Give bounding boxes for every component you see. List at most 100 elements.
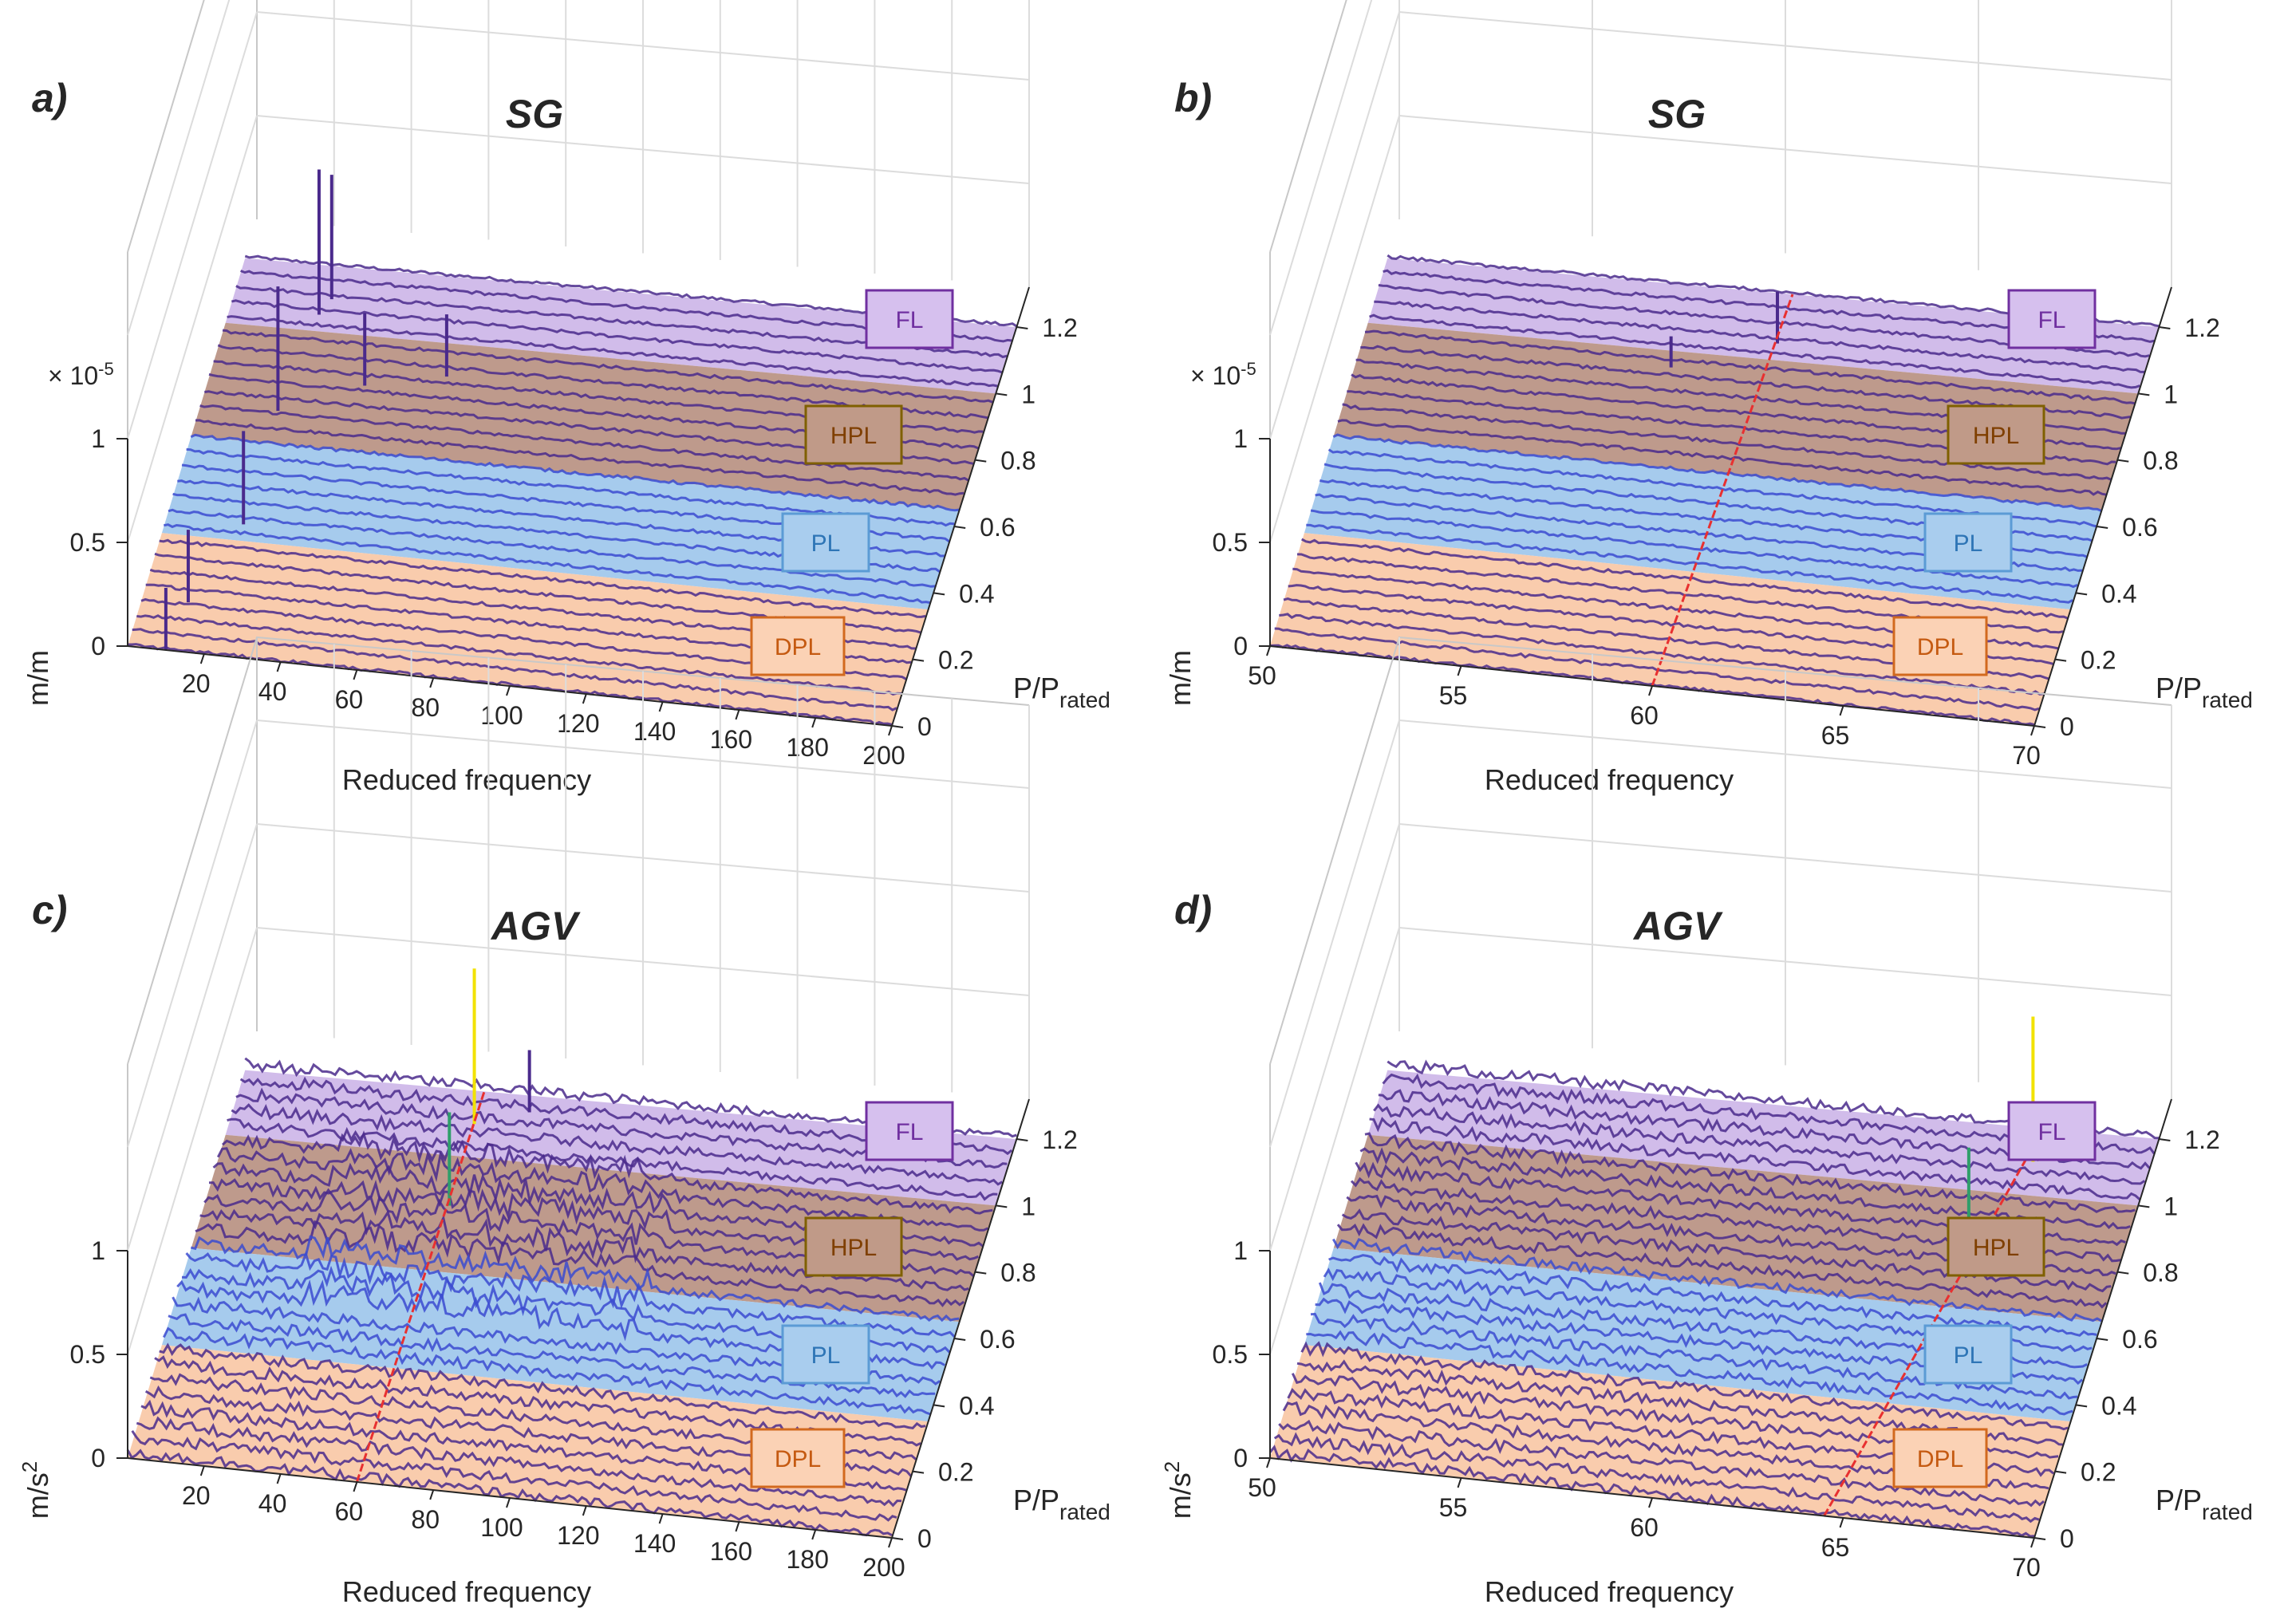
- y-tick-mark: [891, 1537, 904, 1540]
- x-tick-label: 60: [335, 685, 364, 714]
- region-label-pl: PL: [781, 1324, 870, 1385]
- trace-line: [216, 1147, 988, 1232]
- trace-line: [227, 315, 998, 388]
- red-trend-line: [1823, 1128, 2045, 1517]
- z-tick-label: 0.5: [70, 528, 105, 557]
- trace-line: [190, 433, 960, 512]
- y-tick-mark: [2159, 326, 2171, 329]
- x-tick-mark: [199, 1465, 205, 1476]
- y-tick-label: 0: [917, 1524, 932, 1553]
- x-tick-label: 180: [787, 733, 829, 762]
- peak-group: [448, 968, 531, 1206]
- trace-line: [195, 1220, 965, 1307]
- y-tick-label: 0.2: [938, 1458, 973, 1487]
- trace-line: [1300, 1341, 2069, 1431]
- z-tick-label: 1: [91, 424, 105, 453]
- trace-line: [1300, 538, 2069, 620]
- x-tick-mark: [429, 1489, 435, 1500]
- trace-line: [199, 1208, 969, 1291]
- y-axis-label: P/Prated: [1013, 1484, 1110, 1524]
- x-tick-label: 140: [633, 1529, 676, 1558]
- y-tick-mark: [975, 459, 987, 463]
- x-tick-mark: [888, 1537, 893, 1548]
- back-wall-gridline: [256, 927, 1030, 996]
- left-wall-gridline: [127, 115, 258, 543]
- y-tick-label: 0.2: [938, 646, 973, 675]
- panel-title: AGV: [1632, 904, 1723, 948]
- x-tick-mark: [353, 669, 358, 680]
- left-wall-gridline: [1269, 115, 1400, 543]
- x-tick-label: 100: [480, 1513, 523, 1542]
- x-tick-label: 60: [1630, 1513, 1659, 1542]
- x-tick-mark: [276, 1473, 282, 1484]
- z-exponent-base: × 10: [48, 361, 98, 390]
- y-tick-label: 1.2: [1042, 313, 1077, 342]
- trace-line: [1337, 419, 2107, 496]
- y-tick-label: 0.4: [959, 1391, 994, 1420]
- y-axis-label-sub: rated: [1059, 1500, 1110, 1524]
- z-axis-label: m/s2: [18, 1461, 54, 1519]
- z-exponent-power: -5: [98, 359, 114, 379]
- y-tick-label: 0.4: [2101, 1391, 2136, 1420]
- x-tick-mark: [658, 701, 664, 712]
- y-tick-label: 1: [1021, 380, 1035, 408]
- z-tick-label: 1: [1233, 424, 1248, 453]
- y-tick-mark: [996, 392, 1008, 396]
- region-label-text: PL: [811, 1342, 841, 1369]
- region-label-dpl: DPL: [1892, 1428, 1988, 1488]
- region-plane-dpl: [1270, 533, 2071, 726]
- z-exponent: × 10-5: [48, 359, 114, 390]
- trace-line: [1328, 1254, 2097, 1337]
- back-wall-gridline: [256, 115, 1030, 184]
- region-label-fl: FL: [865, 1101, 954, 1161]
- x-tick-mark: [276, 661, 282, 672]
- y-tick-label: 0.4: [2101, 579, 2136, 608]
- y-axis-label-sub: rated: [2202, 1500, 2253, 1524]
- y-axis-line: [2034, 286, 2172, 727]
- left-wall-gridline: [127, 719, 258, 1148]
- x-tick-mark: [1457, 1477, 1462, 1488]
- y-axis-line: [2034, 1098, 2172, 1539]
- region-label-text: HPL: [1973, 1235, 2019, 1261]
- y-tick-mark: [2097, 1338, 2108, 1341]
- z-tick-label: 0.5: [1213, 528, 1248, 557]
- z-axis-label-base: m/m: [1164, 650, 1197, 706]
- region-label-box: [2007, 1101, 2097, 1161]
- region-label-box: [1892, 1428, 1988, 1488]
- region-label-pl: PL: [781, 512, 870, 573]
- z-tick-label: 0.5: [1213, 1340, 1248, 1369]
- y-tick-label: 0.2: [2081, 1458, 2116, 1487]
- z-tick-label: 0: [1233, 1444, 1248, 1472]
- left-wall-gridline: [1269, 927, 1400, 1355]
- trace-line: [1310, 509, 2078, 589]
- region-label-box: [750, 616, 846, 676]
- y-tick-label: 0: [2060, 1524, 2074, 1553]
- x-tick-mark: [429, 677, 435, 688]
- trace-line: [1332, 433, 2102, 512]
- x-tick-label: 55: [1439, 1493, 1468, 1522]
- z-axis-label-base: m/s: [22, 1472, 54, 1519]
- x-axis-label: Reduced frequency: [1485, 763, 1734, 796]
- trace-line: [1331, 1237, 2102, 1322]
- region-label-text: HPL: [830, 423, 877, 449]
- y-tick-label: 0.6: [980, 1325, 1015, 1354]
- left-wall-gridline: [127, 11, 258, 440]
- y-axis-label-base: P/P: [2156, 672, 2202, 704]
- region-label-dpl: DPL: [750, 1428, 846, 1488]
- x-tick-mark: [658, 1513, 664, 1524]
- chart-panel-4: 50 55 60 65 70 0 0.2 0.4 0.6 0.8 1 1.2 0 0.5 1 m/s2 Redu…: [1160, 636, 2253, 1608]
- y-axis-label-sub: rated: [2202, 688, 2253, 712]
- panel-letter: d): [1174, 888, 1212, 932]
- z-tick-label: 1: [91, 1236, 105, 1265]
- x-tick-mark: [888, 725, 893, 736]
- back-wall-gridline: [1398, 11, 2172, 81]
- y-tick-label: 0: [2060, 712, 2074, 741]
- x-axis-label: Reduced frequency: [342, 763, 591, 796]
- region-label-text: FL: [895, 1119, 923, 1145]
- panel-letter: a): [32, 76, 67, 120]
- back-wall-gridline: [1398, 719, 2172, 789]
- region-label-box: [1947, 1216, 2045, 1277]
- trace-line: [1369, 1117, 2141, 1201]
- x-tick-mark: [506, 685, 511, 696]
- panel-title: SG: [506, 92, 563, 136]
